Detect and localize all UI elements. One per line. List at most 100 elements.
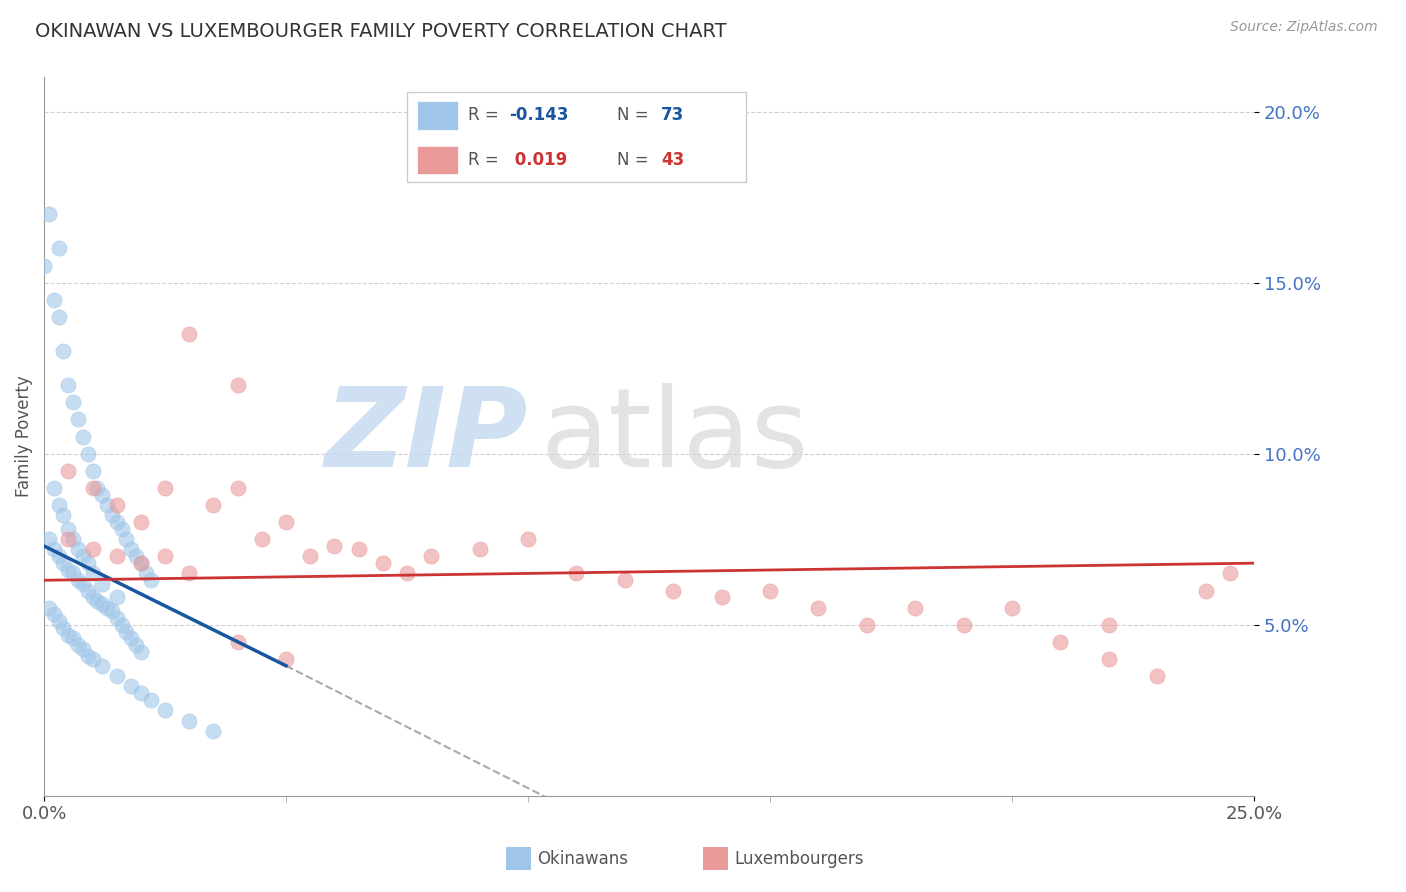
- Point: [101, 508, 124, 523]
- Point: [42, 481, 65, 495]
- Point: [120, 542, 142, 557]
- Point: [250, 533, 273, 547]
- Point: [517, 533, 540, 547]
- Point: [38, 600, 60, 615]
- Point: [135, 566, 157, 581]
- Point: [952, 617, 974, 632]
- Point: [115, 533, 138, 547]
- Point: [226, 378, 249, 392]
- Point: [42, 293, 65, 307]
- Point: [468, 542, 491, 557]
- Point: [396, 566, 419, 581]
- Y-axis label: Family Poverty: Family Poverty: [15, 376, 32, 498]
- Point: [856, 617, 879, 632]
- Point: [115, 624, 138, 639]
- Point: [105, 549, 128, 564]
- Point: [62, 632, 84, 646]
- Point: [62, 566, 84, 581]
- Point: [86, 594, 108, 608]
- Point: [72, 641, 94, 656]
- Point: [323, 539, 346, 553]
- Point: [32, 259, 55, 273]
- Point: [105, 591, 128, 605]
- Point: [299, 549, 322, 564]
- Point: [129, 645, 152, 659]
- Point: [38, 207, 60, 221]
- Point: [565, 566, 588, 581]
- Point: [226, 635, 249, 649]
- Point: [139, 574, 162, 588]
- Point: [58, 464, 80, 478]
- Point: [82, 591, 104, 605]
- Point: [153, 549, 176, 564]
- Text: Luxembourgers: Luxembourgers: [734, 850, 863, 868]
- Point: [226, 481, 249, 495]
- Point: [179, 714, 201, 728]
- Point: [58, 533, 80, 547]
- Text: OKINAWAN VS LUXEMBOURGER FAMILY POVERTY CORRELATION CHART: OKINAWAN VS LUXEMBOURGER FAMILY POVERTY …: [35, 22, 727, 41]
- Point: [52, 621, 75, 635]
- Point: [110, 617, 132, 632]
- Point: [179, 566, 201, 581]
- Point: [759, 583, 782, 598]
- Point: [42, 607, 65, 622]
- Point: [38, 533, 60, 547]
- Point: [58, 522, 80, 536]
- Point: [42, 542, 65, 557]
- Point: [110, 522, 132, 536]
- Point: [76, 648, 98, 663]
- Point: [153, 703, 176, 717]
- Point: [72, 429, 94, 443]
- Point: [72, 549, 94, 564]
- Point: [48, 310, 70, 324]
- Point: [76, 447, 98, 461]
- Point: [125, 638, 148, 652]
- Point: [613, 574, 636, 588]
- Point: [202, 498, 225, 512]
- Point: [82, 652, 104, 666]
- Point: [129, 556, 152, 570]
- Point: [62, 395, 84, 409]
- Point: [66, 542, 89, 557]
- Point: [105, 669, 128, 683]
- Point: [86, 481, 108, 495]
- Point: [48, 549, 70, 564]
- Point: [82, 481, 104, 495]
- Point: [129, 686, 152, 700]
- Point: [82, 566, 104, 581]
- Point: [274, 652, 297, 666]
- Text: Source: ZipAtlas.com: Source: ZipAtlas.com: [1230, 20, 1378, 34]
- Point: [96, 498, 118, 512]
- Point: [91, 488, 114, 502]
- Point: [179, 326, 201, 341]
- Point: [662, 583, 685, 598]
- Text: ZIP: ZIP: [325, 383, 529, 490]
- Point: [52, 508, 75, 523]
- Point: [91, 576, 114, 591]
- Point: [371, 556, 394, 570]
- Point: [72, 576, 94, 591]
- Point: [76, 583, 98, 598]
- Point: [48, 498, 70, 512]
- Point: [91, 597, 114, 611]
- Point: [1098, 617, 1121, 632]
- Point: [52, 344, 75, 359]
- Point: [48, 242, 70, 256]
- Point: [91, 658, 114, 673]
- Point: [153, 481, 176, 495]
- Point: [274, 515, 297, 529]
- Point: [105, 498, 128, 512]
- Text: Okinawans: Okinawans: [537, 850, 628, 868]
- Point: [66, 638, 89, 652]
- Point: [202, 723, 225, 738]
- Point: [120, 632, 142, 646]
- Point: [1194, 583, 1216, 598]
- Point: [347, 542, 370, 557]
- Point: [1098, 652, 1121, 666]
- Point: [105, 611, 128, 625]
- Point: [58, 628, 80, 642]
- Point: [96, 600, 118, 615]
- Point: [76, 556, 98, 570]
- Point: [420, 549, 443, 564]
- Point: [120, 679, 142, 693]
